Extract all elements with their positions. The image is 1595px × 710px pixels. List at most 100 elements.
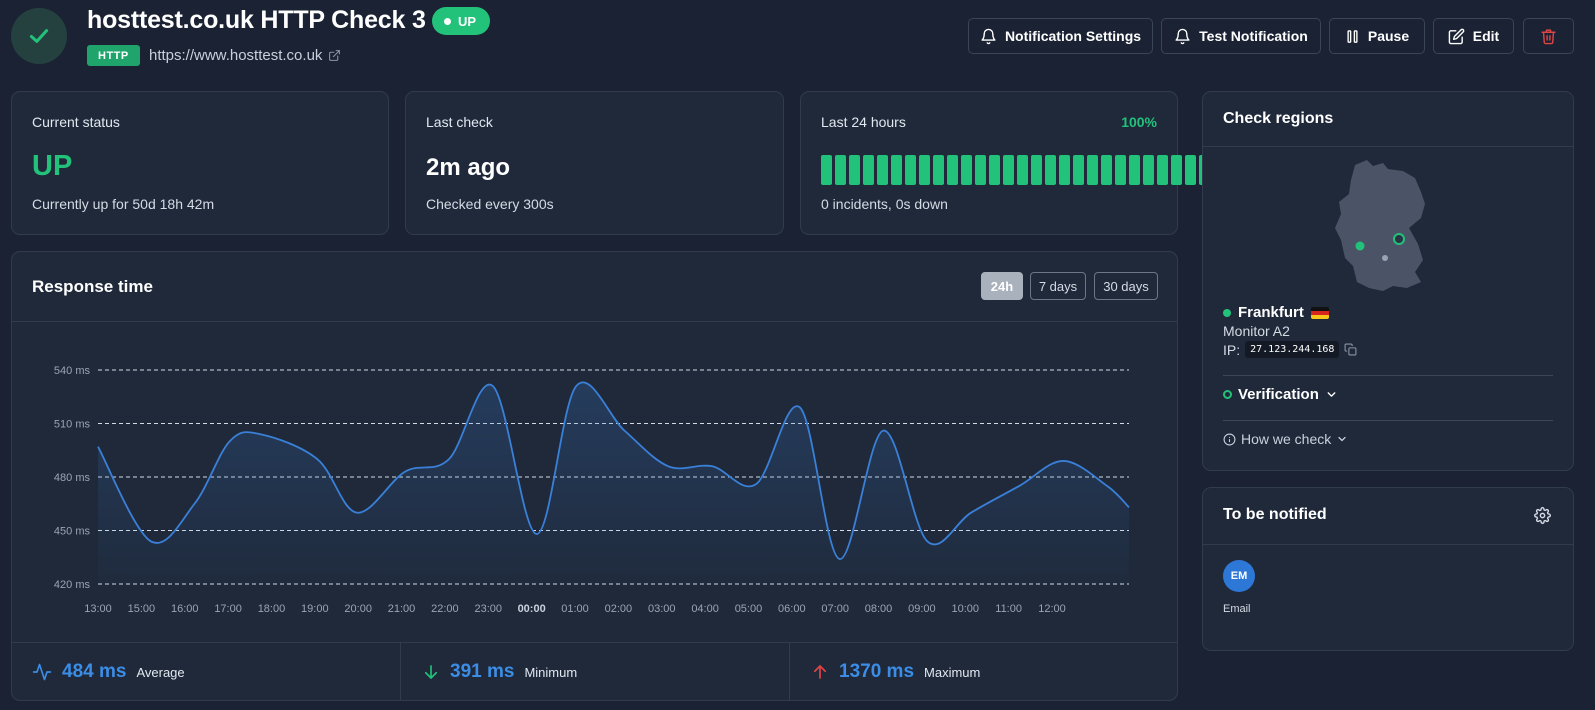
uptime-bar[interactable] — [919, 155, 930, 185]
location-name: Frankfurt — [1238, 304, 1304, 321]
average-stat: 484 ms Average — [32, 643, 185, 700]
notification-settings-label: Notification Settings — [1004, 28, 1142, 44]
check-interval: Checked every 300s — [426, 196, 554, 212]
x-tick-label: 20:00 — [344, 603, 372, 615]
status-dot-icon — [444, 17, 451, 25]
uptime-bar[interactable] — [1171, 155, 1182, 185]
current-status-value: UP — [32, 150, 73, 182]
average-label: Average — [136, 664, 185, 680]
uptime-bar[interactable] — [1003, 155, 1014, 185]
uptime-bar[interactable] — [905, 155, 916, 185]
divider — [1203, 146, 1573, 147]
minimum-stat: 391 ms Minimum — [422, 643, 577, 700]
maximum-label: Maximum — [924, 664, 981, 680]
average-value: 484 ms — [62, 661, 127, 682]
divider — [400, 643, 401, 700]
uptime-bar[interactable] — [933, 155, 944, 185]
how-we-check-toggle[interactable]: How we check — [1223, 431, 1348, 447]
response-stats-row: 484 ms Average 391 ms Minimum 1370 ms Ma… — [12, 643, 1177, 700]
uptime-bar[interactable] — [1129, 155, 1140, 185]
incident-summary: 0 incidents, 0s down — [821, 196, 948, 212]
edit-button[interactable]: Edit — [1433, 18, 1514, 54]
current-status-card: Current status UP Currently up for 50d 1… — [11, 91, 389, 235]
region-marker-secondary[interactable] — [1393, 233, 1405, 245]
ip-label: IP: — [1223, 341, 1241, 358]
x-tick-label: 02:00 — [605, 603, 633, 615]
check-regions-card: Check regions Frankfurt Monitor A2 IP: 2… — [1202, 91, 1574, 471]
ip-address: 27.123.244.168 — [1245, 341, 1340, 358]
range-7-days-button[interactable]: 7 days — [1030, 272, 1086, 300]
region-marker-frankfurt[interactable] — [1355, 241, 1365, 251]
y-tick-label: 420 ms — [54, 579, 91, 591]
verification-dot-icon — [1223, 390, 1232, 399]
x-tick-label: 05:00 — [735, 603, 763, 615]
germany-map-shape — [1335, 160, 1425, 291]
uptime-bar[interactable] — [1087, 155, 1098, 185]
uptime-bar[interactable] — [835, 155, 846, 185]
uptime-bar[interactable] — [989, 155, 1000, 185]
region-location: Frankfurt — [1223, 304, 1329, 321]
chevron-down-icon — [1327, 392, 1336, 397]
uptime-bar[interactable] — [947, 155, 958, 185]
test-notification-button[interactable]: Test Notification — [1161, 18, 1321, 54]
range-30-days-button[interactable]: 30 days — [1094, 272, 1158, 300]
y-tick-label: 450 ms — [54, 526, 91, 538]
divider — [789, 643, 790, 700]
status-indicator — [11, 8, 67, 64]
uptime-bar[interactable] — [961, 155, 972, 185]
verification-label: Verification — [1238, 386, 1319, 403]
edit-icon — [1448, 28, 1465, 44]
arrow-down-icon — [424, 665, 438, 679]
uptime-bar[interactable] — [1185, 155, 1196, 185]
uptime-bar[interactable] — [1073, 155, 1084, 185]
uptime-bar[interactable] — [1115, 155, 1126, 185]
pause-button[interactable]: Pause — [1329, 18, 1425, 54]
series-area — [98, 382, 1129, 584]
uptime-bar[interactable] — [1101, 155, 1112, 185]
uptime-duration: Currently up for 50d 18h 42m — [32, 196, 215, 212]
copy-icon[interactable] — [1344, 343, 1357, 356]
gear-icon[interactable] — [1534, 507, 1551, 524]
uptime-bar[interactable] — [821, 155, 832, 185]
uptime-bar[interactable] — [849, 155, 860, 185]
response-time-card: Response time 24h 7 days 30 days 540 ms 5… — [11, 251, 1178, 701]
delete-button[interactable] — [1523, 18, 1574, 54]
bell-icon — [1175, 28, 1190, 44]
x-tick-label: 04:00 — [691, 603, 719, 615]
external-link-icon[interactable] — [328, 49, 341, 62]
last-24h-card: Last 24 hours 100% 0 incidents, 0s down — [800, 91, 1238, 235]
x-tick-label: 18:00 — [258, 603, 286, 615]
check-icon — [29, 29, 49, 43]
uptime-bar[interactable] — [891, 155, 902, 185]
uptime-bar[interactable] — [1143, 155, 1154, 185]
x-tick-label: 21:00 — [388, 603, 416, 615]
status-badge-label: UP — [458, 13, 477, 29]
minimum-value: 391 ms — [450, 661, 515, 682]
card-label: Last check — [426, 114, 493, 130]
x-tick-label: 07:00 — [821, 603, 849, 615]
notification-settings-button[interactable]: Notification Settings — [968, 18, 1153, 54]
avatar[interactable]: EM — [1223, 560, 1255, 592]
y-tick-label: 540 ms — [54, 365, 91, 377]
uptime-bar[interactable] — [1157, 155, 1168, 185]
uptime-bar[interactable] — [1017, 155, 1028, 185]
x-tick-label: 03:00 — [648, 603, 676, 615]
uptime-bar[interactable] — [877, 155, 888, 185]
monitor-url-link[interactable]: https://www.hosttest.co.uk — [149, 47, 341, 64]
y-tick-label: 480 ms — [54, 472, 91, 484]
range-24h-button[interactable]: 24h — [981, 272, 1023, 300]
avatar-label: Email — [1223, 603, 1251, 615]
x-tick-label: 19:00 — [301, 603, 329, 615]
series-line — [97, 381, 1130, 560]
check-regions-title: Check regions — [1223, 110, 1334, 127]
x-tick-label: 00:00 — [518, 603, 546, 615]
uptime-bar[interactable] — [1031, 155, 1042, 185]
monitor-url[interactable]: https://www.hosttest.co.uk — [149, 47, 323, 64]
trash-icon — [1541, 28, 1556, 44]
uptime-bar[interactable] — [975, 155, 986, 185]
uptime-bar[interactable] — [1045, 155, 1056, 185]
uptime-bar[interactable] — [863, 155, 874, 185]
page-title: hosttest.co.uk HTTP Check 3 — [87, 6, 426, 34]
uptime-bar[interactable] — [1059, 155, 1070, 185]
verification-toggle[interactable]: Verification — [1223, 386, 1338, 403]
